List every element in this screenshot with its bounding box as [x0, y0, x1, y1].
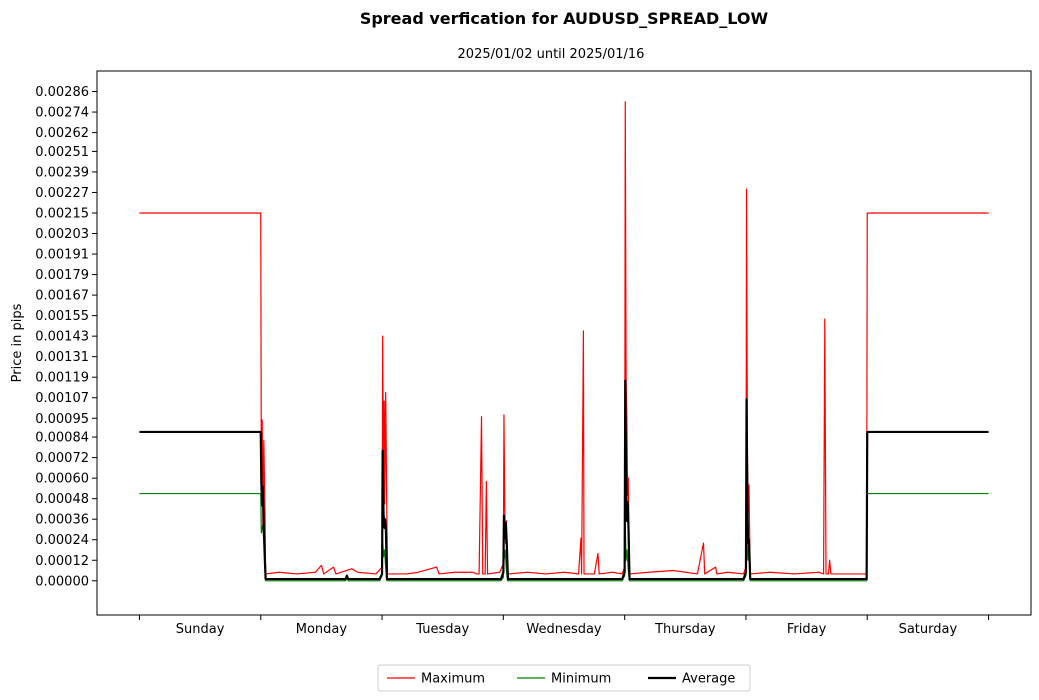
- y-tick-label: 0.00167: [35, 289, 89, 304]
- x-tick-label-sunday: Sunday: [176, 622, 225, 637]
- y-tick-label: 0.00274: [35, 106, 89, 121]
- y-tick-label: 0.00095: [35, 412, 89, 427]
- x-tick-label-wednesday: Wednesday: [526, 622, 602, 637]
- y-tick-label: 0.00215: [35, 206, 89, 221]
- chart-title: Spread verfication for AUDUSD_SPREAD_LOW: [360, 9, 769, 28]
- series-line-maximum: [139, 101, 989, 575]
- y-tick-label: 0.00239: [35, 165, 89, 180]
- legend-label-maximum: Maximum: [421, 672, 485, 687]
- y-tick-label: 0.00286: [35, 85, 89, 100]
- y-tick-label: 0.00131: [35, 350, 89, 365]
- series-layer: [139, 101, 989, 582]
- y-tick-label: 0.00000: [35, 574, 89, 589]
- y-axis-ticks: 0.00000 0.00012 0.00024 0.00036 0.00048 0.000…: [35, 85, 97, 589]
- y-tick-label: 0.00155: [35, 309, 89, 324]
- x-tick-label-friday: Friday: [787, 622, 827, 637]
- x-tick-label-monday: Monday: [296, 622, 348, 637]
- y-tick-label: 0.00084: [35, 431, 89, 446]
- y-tick-label: 0.00203: [35, 227, 89, 242]
- y-tick-label: 0.00251: [35, 145, 89, 160]
- y-tick-label: 0.00179: [35, 268, 89, 283]
- series-line-minimum: [139, 492, 989, 582]
- y-tick-label: 0.00143: [35, 330, 89, 345]
- x-tick-label-tuesday: Tuesday: [415, 622, 469, 637]
- series-line-average: [139, 379, 989, 581]
- chart-subtitle: 2025/01/02 until 2025/01/16: [458, 47, 645, 62]
- y-tick-label: 0.00036: [35, 513, 89, 528]
- y-tick-label: 0.00012: [35, 554, 89, 569]
- y-tick-label: 0.00060: [35, 472, 89, 487]
- y-axis-label: Price in pips: [10, 303, 25, 382]
- y-tick-label: 0.00262: [35, 126, 89, 141]
- legend-label-minimum: Minimum: [551, 672, 611, 687]
- y-tick-label: 0.00024: [35, 533, 89, 548]
- legend-label-average: Average: [682, 672, 735, 687]
- x-axis-ticks: Sunday Monday Tuesday Wednesday Thursday Frid…: [138, 615, 990, 637]
- x-tick-label-thursday: Thursday: [654, 622, 716, 637]
- x-tick-label-saturday: Saturday: [899, 622, 958, 637]
- legend-box: [377, 664, 751, 692]
- y-tick-label: 0.00227: [35, 186, 89, 201]
- y-tick-label: 0.00072: [35, 451, 89, 466]
- y-tick-label: 0.00119: [35, 371, 89, 386]
- y-tick-label: 0.00191: [35, 248, 89, 263]
- legend: Maximum Minimum Average: [377, 664, 751, 692]
- y-tick-label: 0.00048: [35, 492, 89, 507]
- plot-area-frame: [96, 70, 1032, 616]
- y-tick-label: 0.00107: [35, 391, 89, 406]
